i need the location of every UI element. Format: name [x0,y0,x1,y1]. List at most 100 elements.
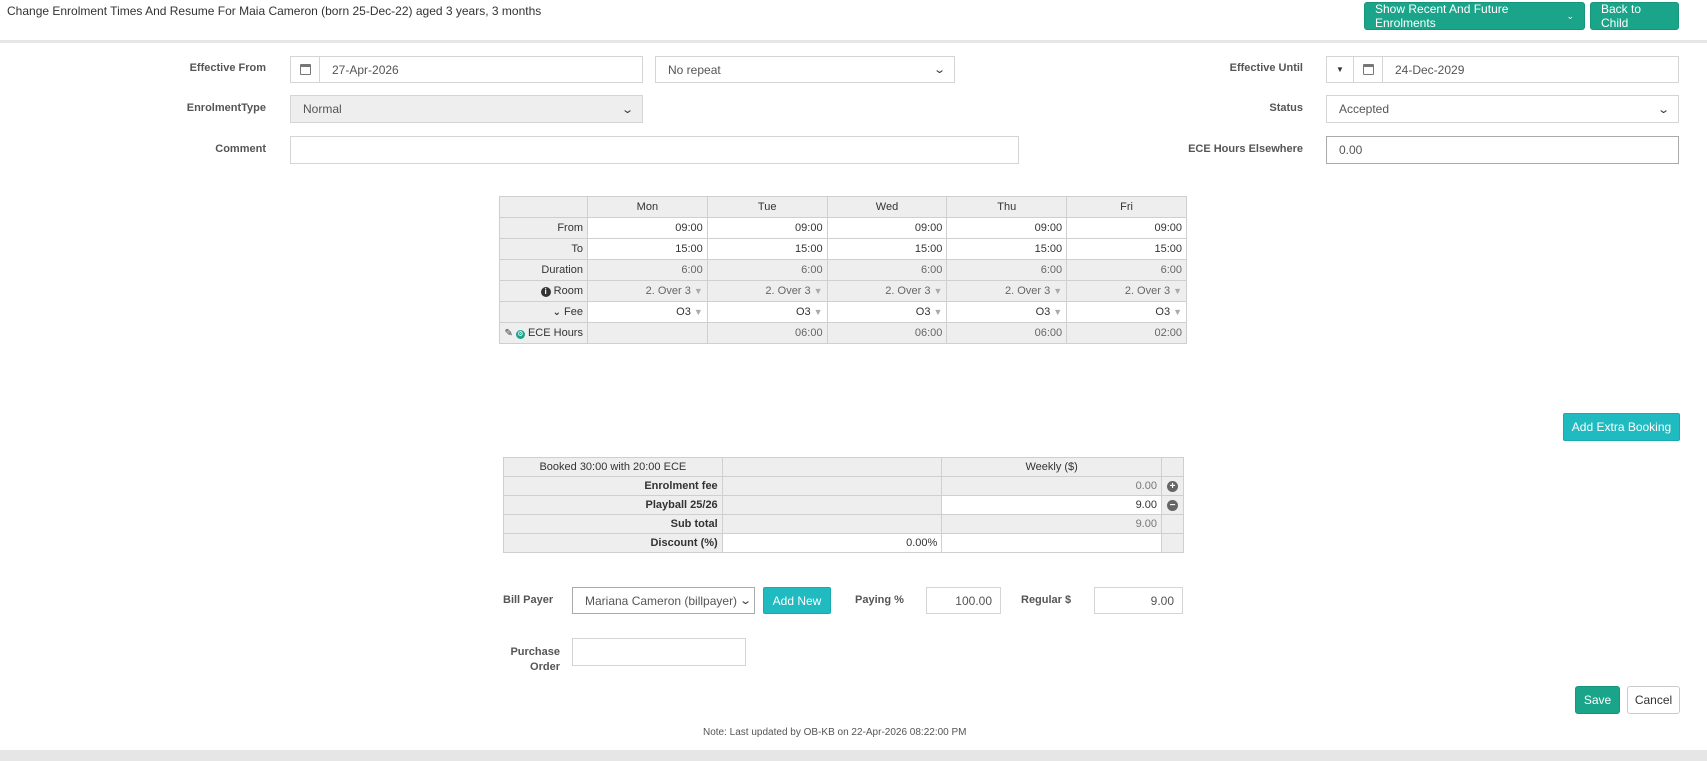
room-select[interactable]: 2. Over 3 ▼ [586,280,708,302]
repeat-select[interactable]: No repeat ⌄ [655,56,955,83]
header-divider [0,40,1707,43]
ece-cell: 06:00 [946,322,1068,344]
add-extra-booking-button[interactable]: Add Extra Booking [1563,413,1680,441]
from-cell[interactable]: 09:00 [1066,217,1187,239]
booked-summary: Booked 30:00 with 20:00 ECE [503,457,723,477]
enrolment-type-value: Normal [303,102,342,116]
to-cell[interactable]: 15:00 [1066,238,1187,260]
room-select[interactable]: 2. Over 3 ▼ [826,280,948,302]
duration-cell: 6:00 [826,259,948,281]
to-cell[interactable]: 15:00 [946,238,1068,260]
fee-select[interactable]: O3 ▼ [706,301,828,323]
caret-down-icon: ▼ [813,307,823,317]
fee-select[interactable]: O3 ▼ [946,301,1068,323]
weekly-header: Weekly ($) [941,457,1162,477]
playball-value-input[interactable]: 9.00 [941,495,1162,515]
ece-elsewhere-input[interactable]: 0.00 [1326,136,1679,164]
room-select[interactable]: 2. Over 3 ▼ [1066,280,1187,302]
day-header: Fri [1066,196,1187,218]
to-cell[interactable]: 15:00 [706,238,828,260]
status-label: Status [1269,102,1303,114]
day-header: Tue [706,196,828,218]
enrolment-fee-value: 0.00 [941,476,1162,496]
from-cell[interactable]: 09:00 [706,217,828,239]
from-cell[interactable]: 09:00 [826,217,948,239]
cancel-button[interactable]: Cancel [1627,686,1680,714]
gear-icon[interactable]: ⚙ [515,330,525,339]
purchase-order-label-line2: Order [530,661,560,673]
purchase-order-input[interactable] [572,638,746,666]
discount-label: Discount (%) [503,533,723,553]
fee-value: O3 [795,306,811,318]
effective-until-dropdown-button[interactable]: ▼ [1326,56,1354,83]
playball-label: Playball 25/26 [503,495,723,515]
ece-label: ECE Hours [527,327,583,339]
effective-until-input[interactable]: 24-Dec-2029 [1382,56,1679,83]
enrolment-type-select[interactable]: Normal ⌄ [290,95,643,123]
comment-input[interactable] [290,136,1019,164]
save-button[interactable]: Save [1575,686,1620,714]
from-cell[interactable]: 09:00 [586,217,708,239]
info-icon[interactable]: i [540,287,551,297]
fee-value: O3 [915,306,931,318]
chevron-down-icon: ⌄ [1566,10,1574,21]
duration-row: Duration 6:00 6:00 6:00 6:00 6:00 [499,259,1187,281]
add-new-button[interactable]: Add New [763,587,831,614]
chevron-down-icon: ⌄ [620,103,634,116]
calendar-icon [299,64,311,75]
room-row: i Room 2. Over 3 ▼ 2. Over 3 ▼ 2. Over 3 ▼ … [499,280,1187,302]
room-select[interactable]: 2. Over 3 ▼ [706,280,828,302]
effective-from-input[interactable]: 27-Apr-2026 [319,56,643,83]
effective-from-label: Effective From [189,62,266,74]
status-value: Accepted [1339,102,1390,116]
effective-until-calendar-button[interactable] [1353,56,1383,83]
calendar-icon [1362,64,1374,75]
fee-select[interactable]: O3 ▼ [826,301,948,323]
caret-down-icon: ▼ [813,286,823,296]
regular-label: Regular $ [1021,594,1072,606]
effective-until-label: Effective Until [1229,62,1303,74]
add-fee-button[interactable]: + [1160,476,1185,496]
status-select[interactable]: Accepted ⌄ [1326,95,1679,123]
duration-cell: 6:00 [1066,259,1187,281]
room-select[interactable]: 2. Over 3 ▼ [946,280,1068,302]
from-row: From 09:00 09:00 09:00 09:00 09:00 [499,217,1187,239]
ece-cell [586,322,708,344]
chevron-down-icon[interactable]: ⌄ [552,307,561,318]
ece-cell: 06:00 [826,322,948,344]
corner-cell [499,196,588,218]
playball-row: Playball 25/26 9.00 − [503,495,1185,515]
caret-down-icon: ▼ [1173,286,1182,296]
chevron-down-icon: ⌄ [1656,103,1670,116]
to-cell[interactable]: 15:00 [586,238,708,260]
discount-input[interactable]: 0.00% [721,533,943,553]
caret-down-icon: ▼ [1336,65,1344,74]
from-cell[interactable]: 09:00 [946,217,1068,239]
caret-down-icon: ▼ [693,307,703,317]
to-label: To [499,238,588,260]
effective-from-calendar-button[interactable] [290,56,320,83]
fee-select[interactable]: O3 ▼ [586,301,708,323]
plus-circle-icon: + [1166,481,1178,492]
fee-value: O3 [1035,306,1051,318]
regular-input[interactable]: 9.00 [1094,587,1183,614]
room-header-cell: i Room [499,280,588,302]
empty-header-cell [721,457,943,477]
empty-cell [721,514,943,534]
fee-header-cell: ⌄ Fee [499,301,588,323]
back-to-child-button[interactable]: Back to Child [1590,2,1679,30]
schedule-header-row: Mon Tue Wed Thu Fri [499,196,1187,218]
show-enrolments-button[interactable]: Show Recent And Future Enrolments ⌄ [1364,2,1585,30]
purchase-order-label: Purchase Order [500,645,560,675]
pencil-icon[interactable]: ✎ [504,328,513,339]
empty-cell [1160,533,1185,553]
bill-payer-select[interactable]: Mariana Cameron (billpayer) ⌄ [572,587,755,614]
fee-select[interactable]: O3 ▼ [1066,301,1187,323]
paying-input[interactable]: 100.00 [926,587,1001,614]
remove-fee-button[interactable]: − [1160,495,1185,515]
to-cell[interactable]: 15:00 [826,238,948,260]
bottom-bar [0,750,1707,761]
room-value: 2. Over 3 [765,285,811,297]
caret-down-icon: ▼ [693,286,703,296]
room-value: 2. Over 3 [1005,285,1051,297]
